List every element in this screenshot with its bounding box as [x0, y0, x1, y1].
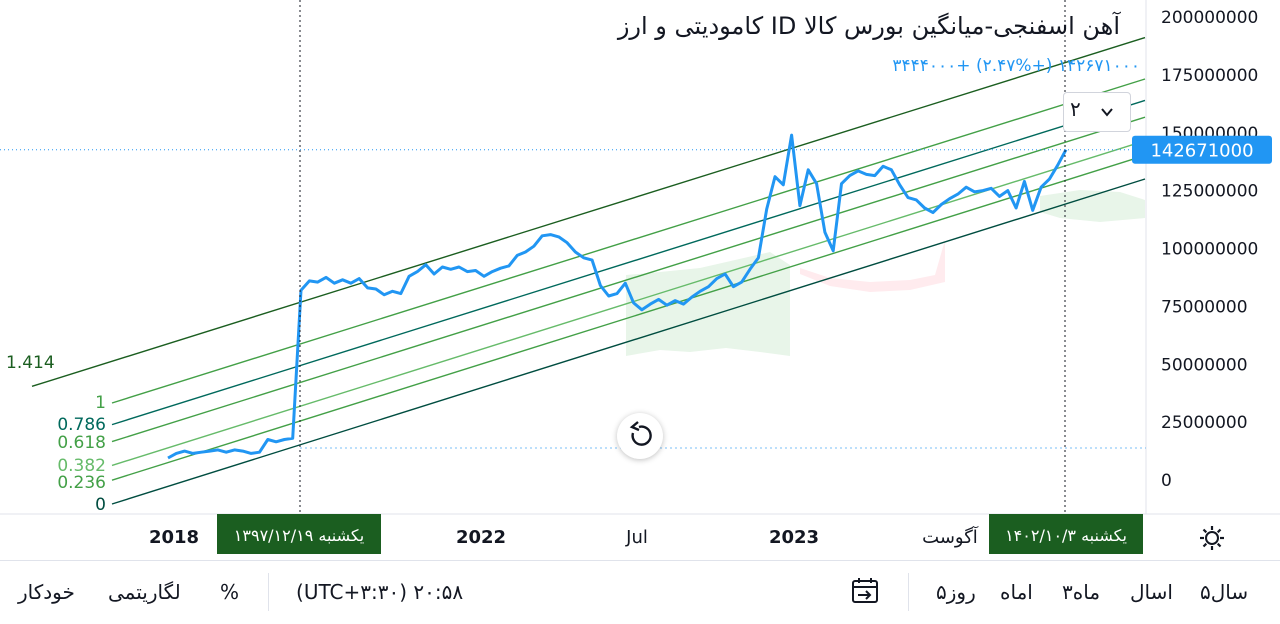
last-price-badge [1132, 135, 1272, 164]
range-5y[interactable]: ۵سال [1200, 580, 1249, 604]
last-price-label: 142671000 [1150, 141, 1253, 162]
crosshair-date-left: یکشنبه ۱۳۹۷/۱۲/۱۹ [234, 526, 364, 545]
gear-icon[interactable] [1198, 524, 1226, 552]
range-3m[interactable]: ۳ماه [1062, 580, 1101, 604]
range-1y[interactable]: اسال [1130, 580, 1173, 604]
divider [908, 573, 909, 611]
chart-title: آهن اسفنجی-میانگین بورس کالا ID کامودیتی… [617, 12, 1120, 40]
crosshair: 142671000 یکشنبه ۱۳۹۷/۱۲/۱۹ یکشنبه ۱۴۰۲/۱۰… [0, 0, 1272, 554]
fib-level-line[interactable] [111, 154, 1146, 481]
interval-dropdown[interactable]: ۲ [1063, 92, 1131, 132]
bottom-toolbar: خودکار لگاریتمی % ۲۰:۵۸ (UTC+۳:۳۰) ۵روز … [0, 560, 1280, 624]
fib-level-line[interactable] [111, 99, 1146, 426]
fib-level-label: 0.786 [57, 415, 106, 435]
cloud-green-area-right [1040, 190, 1145, 222]
divider [268, 573, 269, 611]
fib-level-line[interactable] [111, 178, 1146, 505]
fib-level-label: 1.414 [6, 353, 55, 373]
y-tick-label: 25000000 [1161, 413, 1248, 433]
ichimoku-cloud [626, 190, 1145, 356]
chevron-down-icon [1101, 108, 1113, 117]
reset-icon [629, 421, 652, 446]
goto-date-icon[interactable] [850, 577, 880, 605]
x-tick-label: آگوست [922, 525, 979, 548]
y-tick-label: 200000000 [1161, 8, 1258, 28]
reset-chart-button[interactable] [617, 413, 663, 459]
percent-scale-button[interactable]: % [220, 580, 240, 604]
fib-level-line[interactable] [31, 36, 1146, 388]
y-tick-label: 125000000 [1161, 182, 1258, 202]
cloud-red-area [800, 240, 945, 292]
range-1m[interactable]: اماه [1000, 580, 1033, 604]
crosshair-date-badge-left [217, 514, 381, 554]
log-scale-button[interactable]: لگاریتمی [108, 580, 181, 604]
range-5d[interactable]: ۵روز [936, 580, 976, 604]
crosshair-date-badge-right [989, 514, 1143, 554]
fib-level-line[interactable] [111, 116, 1146, 443]
fib-level-label: 1 [95, 393, 106, 413]
x-tick-label: 2018 [149, 527, 199, 548]
x-tick-label: 2022 [456, 527, 506, 548]
price-line [167, 133, 1068, 460]
fib-level-label: 0.382 [57, 456, 106, 476]
y-tick-label: 175000000 [1161, 66, 1258, 86]
price-series [167, 133, 1068, 460]
chart-canvas[interactable]: 2000000001750000001500000001250000001000… [0, 0, 1280, 560]
y-tick-label: 0 [1161, 471, 1172, 491]
y-tick-label: 75000000 [1161, 297, 1248, 317]
x-tick-label: 2023 [769, 527, 819, 548]
grid-layer: 2000000001750000001500000001250000001000… [0, 0, 1280, 548]
auto-scale-button[interactable]: خودکار [18, 580, 75, 604]
crosshair-date-right: یکشنبه ۱۴۰۲/۱۰/۳ [1005, 526, 1127, 545]
fib-level-label: 0.236 [57, 473, 106, 493]
fib-level-label: 0 [95, 495, 106, 515]
y-tick-label: 50000000 [1161, 355, 1248, 375]
interval-value: ۲ [1070, 97, 1081, 121]
price-quote: ۱۴۲۶۷۱۰۰۰ (+۲.۴۷%) +۳۴۴۴۰۰۰ [892, 56, 1140, 76]
fib-level-line[interactable] [111, 140, 1146, 467]
fib-level-label: 0.618 [57, 433, 106, 453]
fib-level-line[interactable] [111, 78, 1146, 404]
clock-display[interactable]: ۲۰:۵۸ (UTC+۳:۳۰) [296, 580, 464, 604]
x-tick-label: Jul [625, 527, 648, 548]
y-tick-label: 100000000 [1161, 240, 1258, 260]
